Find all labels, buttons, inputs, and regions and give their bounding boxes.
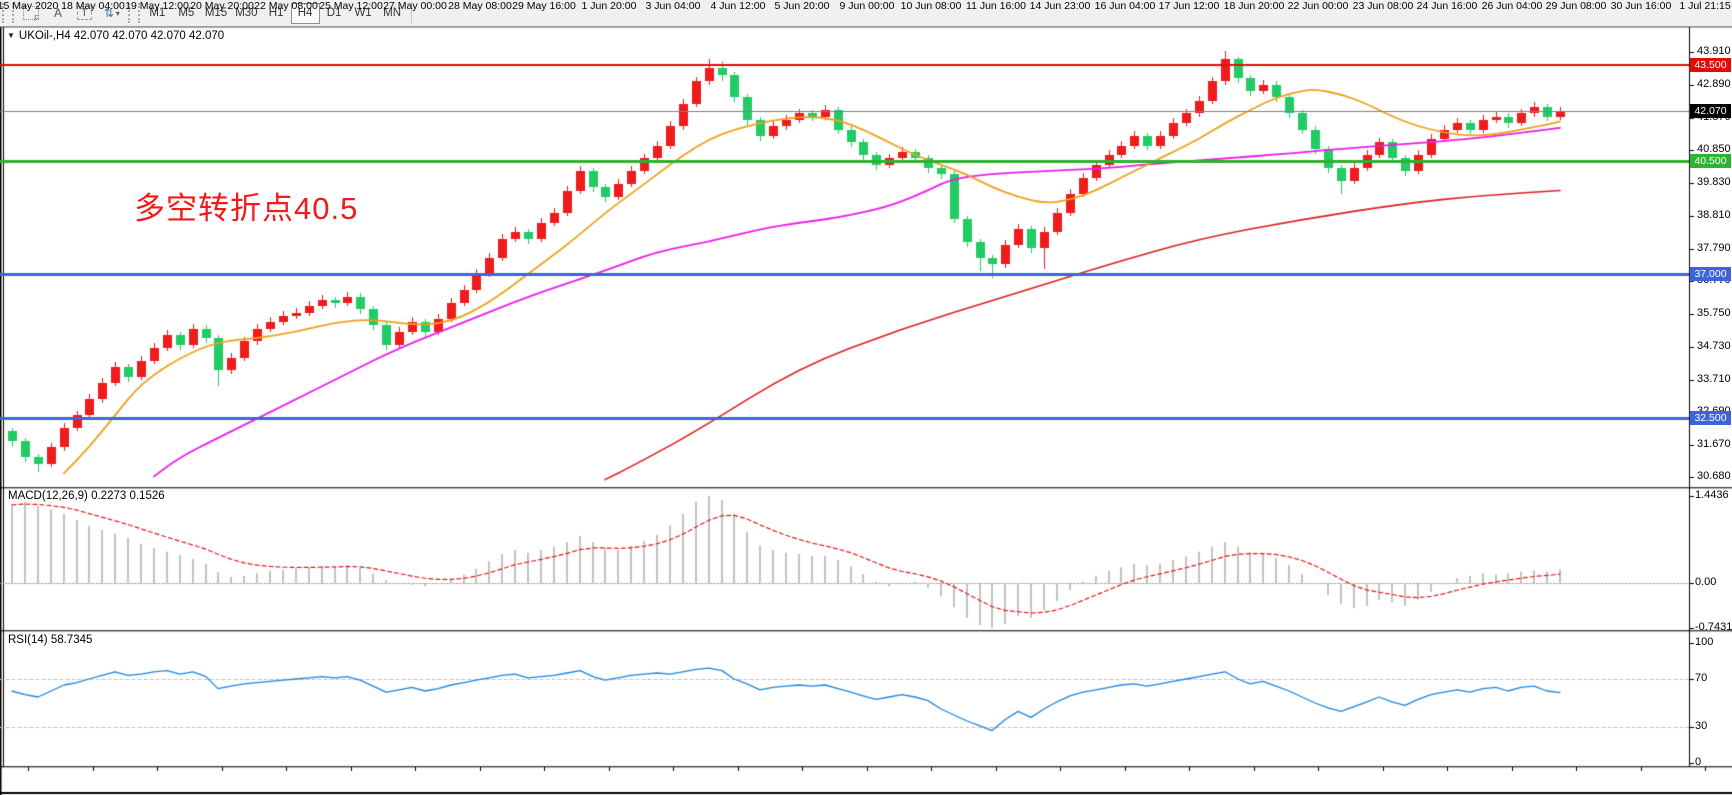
price-tick-40.850: 40.850 [1697,143,1731,156]
time-label-3: 20 May 20:00 [190,0,254,12]
current-price-badge: 42.070 [1690,103,1731,118]
price-tick-30.680: 30.680 [1697,470,1731,483]
rsi-label: RSI(14) 58.7345 [8,634,93,646]
tf-button-m30[interactable]: M30 [231,3,261,24]
level-badge-40.500: 40.500 [1690,154,1731,169]
time-label-10: 3 Jun 04:00 [645,0,701,12]
toolbar-separator [410,2,412,24]
time-label-17: 16 Jun 04:00 [1094,0,1156,12]
macd-tick-0.00: 0.00 [1695,576,1717,588]
grid-f-icon: F [23,6,39,23]
arrows-tool-button[interactable]: ⇅ ▾ [99,3,125,24]
tf-button-w1[interactable]: W1 [349,3,378,24]
tf-button-mn[interactable]: MN [378,3,407,24]
macd-tick-1.4436: 1.4436 [1695,489,1729,502]
time-label-7: 28 May 08:00 [448,0,512,12]
time-label-9: 1 Jun 20:00 [581,0,637,12]
time-label-8: 29 May 16:00 [512,0,576,12]
price-tick-34.730: 34.730 [1697,339,1731,352]
level-badge-37.000: 37.000 [1690,266,1731,281]
rsi-tick-100: 100 [1695,636,1714,648]
time-label-19: 18 Jun 20:00 [1223,0,1285,12]
time-label-21: 23 Jun 08:00 [1352,0,1414,12]
price-tick-42.890: 42.890 [1697,77,1731,90]
time-label-1: 18 May 04:00 [61,0,125,12]
toolbar-grip2[interactable] [127,3,140,23]
time-label-25: 30 Jun 16:00 [1610,0,1672,12]
level-badge-32.500: 32.500 [1690,411,1731,426]
toolbar: F A T ⇅ ▾ M1 M5 M15 M30 H1 H4 D1 W1 MN [0,0,1732,27]
time-label-14: 10 Jun 08:00 [900,0,962,12]
tf-button-m1[interactable]: M1 [143,3,172,24]
price-tick-31.670: 31.670 [1697,438,1731,451]
tf-button-h1[interactable]: H1 [262,3,291,24]
symbol-ohlc-line: ▼ UKOil-,H4 42.070 42.070 42.070 42.070 [7,30,224,42]
time-label-2: 19 May 12:00 [125,0,189,12]
chart-annotation: 多空转折点40.5 [134,191,359,226]
time-label-15: 11 Jun 16:00 [966,0,1026,12]
time-label-5: 25 May 12:00 [319,0,383,12]
time-label-23: 26 Jun 04:00 [1481,0,1543,12]
price-tick-33.710: 33.710 [1697,372,1731,385]
tf-button-h4[interactable]: H4 [290,2,320,24]
level-badge-43.500: 43.500 [1690,57,1731,72]
time-label-22: 24 Jun 16:00 [1416,0,1478,12]
toolbar-grip[interactable] [2,3,14,23]
text-t-button[interactable]: T [72,3,97,24]
price-tick-39.830: 39.830 [1697,176,1731,189]
collapse-triangle-icon[interactable]: ▼ [7,31,15,40]
price-tick-35.750: 35.750 [1697,307,1731,320]
time-label-16: 14 Jun 23:00 [1029,0,1091,12]
label-a-button[interactable]: A [46,3,70,24]
chevron-down-icon: ▾ [115,8,120,18]
symbol-ohlc-text: UKOil-,H4 42.070 42.070 42.070 42.070 [18,30,225,42]
time-label-24: 29 Jun 08:00 [1545,0,1607,12]
macd-label: MACD(12,26,9) 0.2273 0.1526 [8,490,165,502]
price-tick-37.790: 37.790 [1697,241,1731,254]
time-label-11: 4 Jun 12:00 [710,0,766,12]
templates-grid-button[interactable]: F [18,3,44,24]
time-label-6: 27 May 00:00 [383,0,447,12]
rsi-tick-30: 30 [1695,720,1708,732]
arrows-icon: ⇅ [103,6,114,20]
time-label-26: 1 Jul 21:15 [1679,0,1731,12]
price-tick-38.810: 38.810 [1697,208,1731,221]
time-label-0: 15 May 2020 [0,0,59,12]
rsi-tick-70: 70 [1695,672,1708,684]
macd-tick--0.7431: -0.7431 [1695,620,1732,633]
tf-button-d1[interactable]: D1 [320,3,349,24]
text-t-icon: T [77,6,92,20]
time-label-18: 17 Jun 12:00 [1158,0,1220,12]
time-label-12: 5 Jun 20:00 [774,0,830,12]
tf-button-m5[interactable]: M5 [172,3,201,24]
rsi-tick-0: 0 [1695,756,1702,768]
tf-button-m15[interactable]: M15 [201,3,231,24]
time-label-4: 22 May 08:00 [254,0,318,12]
timeframe-buttons: M1 M5 M15 M30 H1 H4 D1 W1 MN [143,2,407,24]
time-label-13: 9 Jun 00:00 [839,0,895,12]
time-label-20: 22 Jun 00:00 [1287,0,1349,12]
price-tick-43.910: 43.910 [1697,45,1731,58]
